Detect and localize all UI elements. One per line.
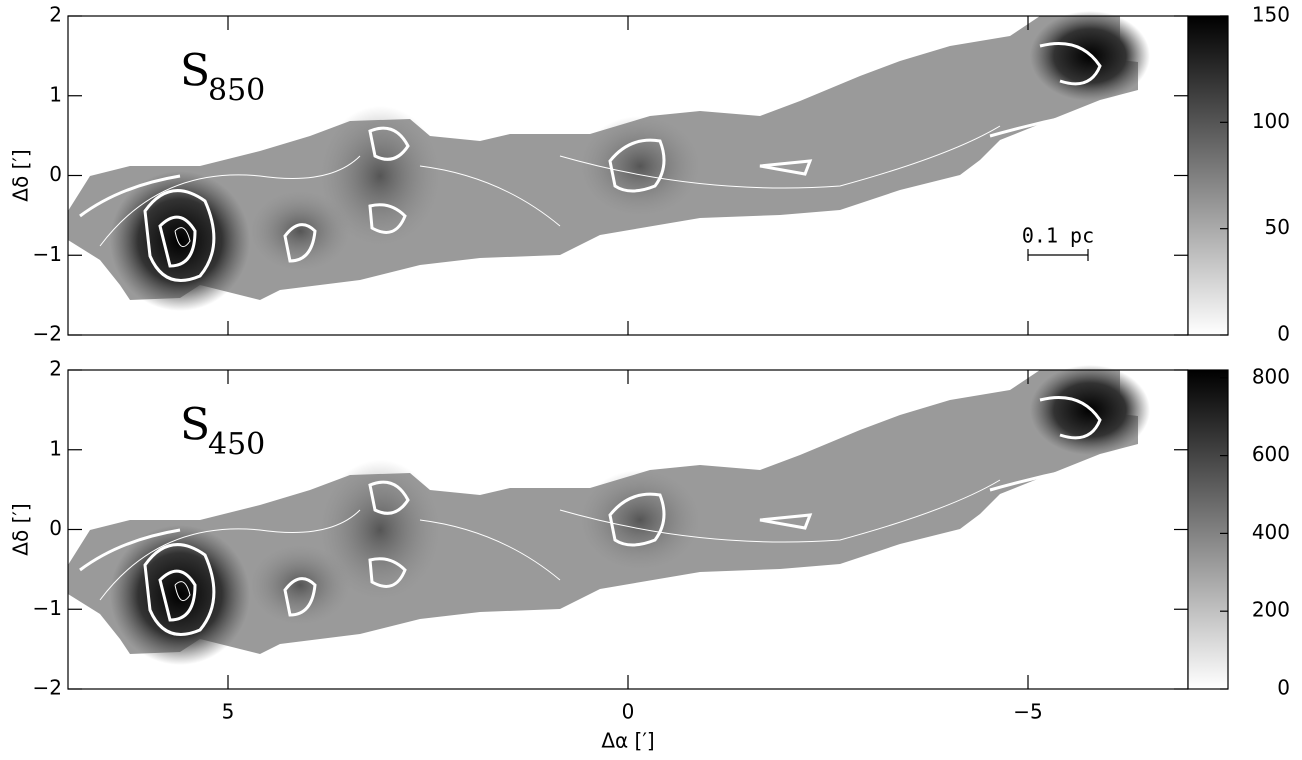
panel-label-sub: 850: [208, 73, 265, 108]
x-tick-label: 0: [622, 700, 635, 724]
y-tick-label: 1: [49, 436, 62, 460]
y-axis-label: Δδ [′]: [9, 503, 33, 555]
colorbar-tick-label: 0: [1277, 322, 1290, 346]
scale-bar-label: 0.1 pc: [1022, 224, 1094, 248]
map-850: [66, 9, 1152, 313]
x-tick-label: 5: [222, 700, 235, 724]
panel-label: S: [180, 400, 210, 451]
colorbar-tick-label: 0: [1277, 676, 1290, 700]
colorbar-tick-label: 50: [1265, 215, 1290, 239]
colorbar-tick-label: 200: [1252, 598, 1290, 622]
colorbar-tick-label: 800: [1252, 364, 1290, 388]
y-tick-label: −2: [33, 676, 62, 700]
y-tick-label: 1: [49, 82, 62, 106]
y-tick-label: 0: [49, 162, 62, 186]
y-tick-label: −1: [33, 242, 62, 266]
colorbar: [1187, 369, 1229, 690]
colorbar: [1187, 15, 1229, 336]
x-tick-label: −5: [1013, 700, 1042, 724]
y-tick-label: −2: [33, 322, 62, 346]
colorbar-tick-label: 150: [1252, 3, 1290, 27]
y-tick-label: 2: [49, 357, 62, 381]
colorbar-tick-label: 100: [1252, 109, 1290, 133]
map-450: [66, 363, 1152, 667]
panel-label-sub: 450: [208, 427, 265, 462]
x-axis-label: Δα [′]: [601, 729, 654, 753]
colorbar-tick-label: 600: [1252, 442, 1290, 466]
y-axis-label: Δδ [′]: [9, 149, 33, 201]
colorbar-tick-label: 400: [1252, 520, 1290, 544]
y-tick-label: −1: [33, 596, 62, 620]
panel-label: S: [180, 46, 210, 97]
y-tick-label: 0: [49, 516, 62, 540]
y-tick-label: 2: [49, 3, 62, 27]
